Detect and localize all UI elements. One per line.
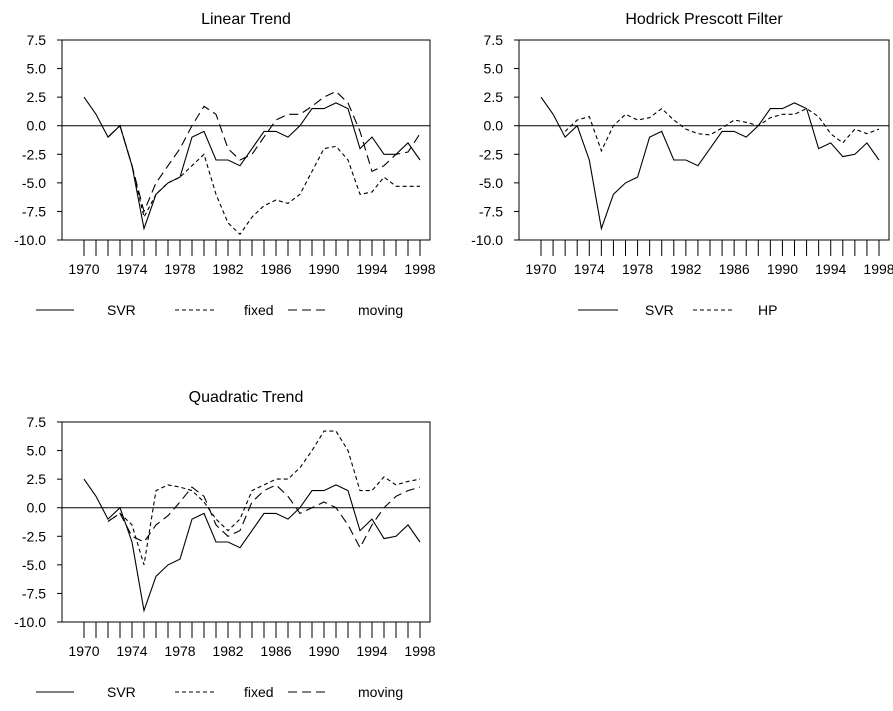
y-tick-label: -2.5 [22,146,46,162]
x-tick-label: 1986 [260,643,291,659]
x-tick-label: 1986 [719,261,750,277]
x-tick-label: 1994 [815,261,846,277]
legend-label-svr: SVR [107,684,136,700]
plot-frame [61,39,431,241]
legend-label-moving: moving [358,302,403,318]
y-tick-label: -2.5 [479,146,503,162]
y-tick-label: 0.0 [27,118,47,134]
y-tick-label: -5.0 [22,175,46,191]
legend-label-hp: HP [758,302,777,318]
y-tick-label: -5.0 [22,557,46,573]
x-tick-label: 1974 [116,643,147,659]
linear-trend-chart: Linear Trend 7.5 5.0 2.5 0.0 -2.5 -5.0 -7.5 -10.… [0,0,440,330]
x-tick-label: 1974 [116,261,147,277]
y-tick-label: 0.0 [484,118,504,134]
series-line-hp [564,107,880,153]
series-line-moving [107,90,421,214]
legend-label-svr: SVR [645,302,674,318]
y-tick-label: -10.0 [14,614,46,630]
chart-title: Hodrick Prescott Filter [625,11,783,28]
legend-label-fixed: fixed [244,684,274,700]
series-line-svr [540,96,880,231]
x-tick-label: 1978 [622,261,653,277]
x-tick-label: 1986 [260,261,291,277]
x-tick-label: 1982 [670,261,701,277]
y-tick-label: 5.0 [27,61,47,77]
chart-svg: Linear Trend 7.5 5.0 2.5 0.0 -2.5 -5.0 -7.5 -10.… [14,11,436,318]
y-tick-label: -7.5 [22,585,46,601]
y-tick-label: 7.5 [27,414,47,430]
series-line-moving [107,484,421,549]
x-tick-label: 1982 [212,643,243,659]
x-tick-label: 1978 [164,261,195,277]
x-tick-label: 1998 [863,261,893,277]
plot-frame [61,421,431,623]
y-tick-label: -5.0 [479,175,503,191]
x-tick-label: 1974 [574,261,605,277]
chart-title: Linear Trend [201,11,291,28]
y-tick-label: -10.0 [471,232,503,248]
x-tick-label: 1990 [308,643,339,659]
chart-svg: Hodrick Prescott Filter 7.5 5.0 2.5 0.0 -2.5 -… [471,11,893,318]
y-tick-label: -2.5 [22,528,46,544]
y-tick-label: 5.0 [484,61,504,77]
x-tick-label: 1970 [525,261,556,277]
y-tick-label: 2.5 [27,471,47,487]
series-line-svr [83,478,421,613]
legend-label-moving: moving [358,684,403,700]
x-tick-label: 1970 [68,643,99,659]
x-tick-label: 1994 [356,261,387,277]
chart-title: Quadratic Trend [189,389,304,406]
plot-frame [518,39,890,241]
series-line-fixed [107,124,420,236]
y-tick-label: -7.5 [22,203,46,219]
y-tick-label: 7.5 [27,32,47,48]
x-tick-label: 1982 [212,261,243,277]
x-tick-label: 1978 [164,643,195,659]
x-tick-label: 1998 [404,643,435,659]
legend-label-fixed: fixed [244,302,274,318]
x-tick-label: 1990 [308,261,339,277]
y-tick-label: 2.5 [484,89,504,105]
y-tick-label: -7.5 [479,203,503,219]
x-tick-label: 1994 [356,643,387,659]
x-tick-label: 1970 [68,261,99,277]
chart-svg: Quadratic Trend 7.5 5.0 2.5 0.0 -2.5 -5.0 -7.5 -… [14,389,436,700]
x-tick-label: 1998 [404,261,435,277]
series-line-fixed [107,430,421,566]
y-tick-label: 5.0 [27,443,47,459]
y-tick-label: -10.0 [14,232,46,248]
x-tick-label: 1990 [767,261,798,277]
hodrick-prescott-chart: Hodrick Prescott Filter 7.5 5.0 2.5 0.0 -2.5 -… [446,0,893,330]
y-tick-label: 2.5 [27,89,47,105]
y-tick-label: 0.0 [27,500,47,516]
legend-label-svr: SVR [107,302,136,318]
quadratic-trend-chart: Quadratic Trend 7.5 5.0 2.5 0.0 -2.5 -5.0 -7.5 -… [0,380,440,706]
y-tick-label: 7.5 [484,32,504,48]
